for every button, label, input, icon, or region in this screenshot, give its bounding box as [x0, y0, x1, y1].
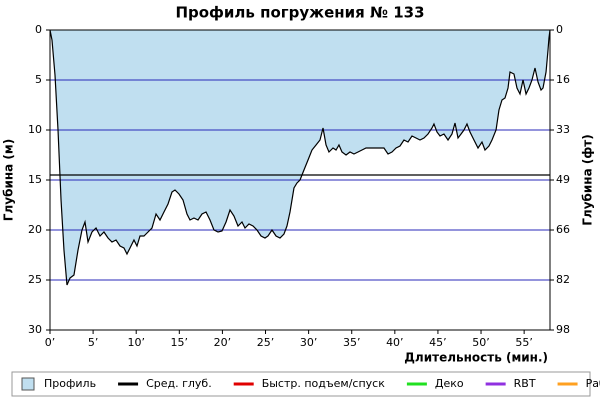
y2-tick-label: 33: [556, 123, 570, 136]
x-tick-label: 50’: [472, 336, 490, 349]
y-tick-label: 30: [28, 323, 42, 336]
y-tick-label: 5: [35, 73, 42, 86]
y2-axis-title: Глубина (фт): [581, 134, 595, 225]
x-tick-label: 45’: [429, 336, 447, 349]
x-tick-label: 20’: [214, 336, 232, 349]
y-tick-label: 25: [28, 273, 42, 286]
y2-tick-label: 82: [556, 273, 570, 286]
legend-label: Деко: [435, 377, 464, 390]
x-tick-label: 25’: [257, 336, 275, 349]
y-tick-label: 0: [35, 23, 42, 36]
x-tick-label: 35’: [343, 336, 361, 349]
x-tick-label: 55’: [515, 336, 533, 349]
legend-label: Сред. глуб.: [146, 377, 212, 390]
y-axis-title: Глубина (м): [2, 139, 16, 221]
y2-tick-label: 0: [556, 23, 563, 36]
x-tick-label: 5’: [88, 336, 99, 349]
y-tick-label: 15: [28, 173, 42, 186]
y2-tick-label: 49: [556, 173, 570, 186]
chart-title: Профиль погружения № 133: [175, 4, 424, 22]
legend-label: Профиль: [44, 377, 96, 390]
profile-line: [49, 29, 551, 286]
y2-tick-label: 66: [556, 223, 570, 236]
x-tick-label: 30’: [300, 336, 318, 349]
y2-tick-label: 16: [556, 73, 570, 86]
x-tick-label: 15’: [171, 336, 189, 349]
legend-label: Быстр. подъем/спуск: [262, 377, 386, 390]
x-tick-label: 40’: [386, 336, 404, 349]
x-tick-label: 0’: [45, 336, 56, 349]
area: [50, 30, 550, 285]
x-axis-title: Длительность (мин.): [404, 351, 548, 365]
legend-label: Раб.: [586, 377, 600, 390]
legend-swatch: [21, 377, 35, 391]
y-tick-label: 10: [28, 123, 42, 136]
x-tick-label: 10’: [127, 336, 145, 349]
y-tick-label: 20: [28, 223, 42, 236]
y2-tick-label: 98: [556, 323, 570, 336]
legend-label: RBT: [514, 377, 536, 390]
